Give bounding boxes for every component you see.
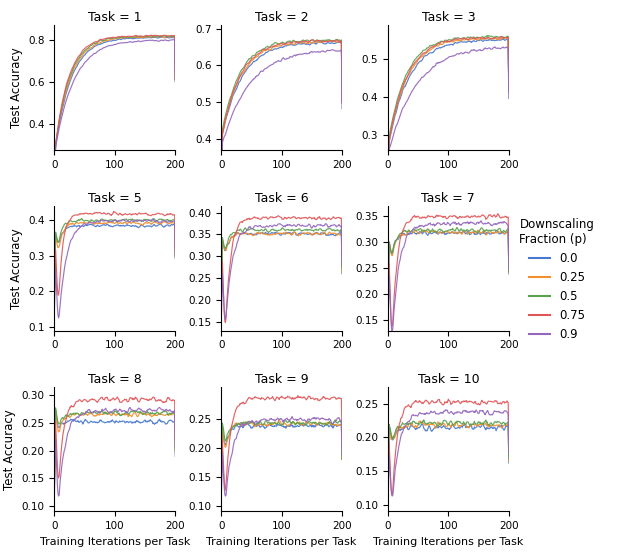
Title: Task = 1: Task = 1 <box>88 11 141 24</box>
Y-axis label: Test Accuracy: Test Accuracy <box>10 228 22 309</box>
Title: Task = 5: Task = 5 <box>88 192 141 205</box>
Title: Task = 7: Task = 7 <box>422 192 476 205</box>
X-axis label: Training Iterations per Task: Training Iterations per Task <box>40 537 190 547</box>
Title: Task = 3: Task = 3 <box>422 11 475 24</box>
Title: Task = 6: Task = 6 <box>255 192 308 205</box>
X-axis label: Training Iterations per Task: Training Iterations per Task <box>207 537 356 547</box>
Legend: 0.0, 0.25, 0.5, 0.75, 0.9: 0.0, 0.25, 0.5, 0.75, 0.9 <box>515 214 599 345</box>
Title: Task = 8: Task = 8 <box>88 373 141 386</box>
Title: Task = 9: Task = 9 <box>255 373 308 386</box>
Title: Task = 10: Task = 10 <box>417 373 479 386</box>
X-axis label: Training Iterations per Task: Training Iterations per Task <box>373 537 524 547</box>
Y-axis label: Test Accuracy: Test Accuracy <box>3 409 16 490</box>
Y-axis label: Test Accuracy: Test Accuracy <box>10 47 22 128</box>
Title: Task = 2: Task = 2 <box>255 11 308 24</box>
